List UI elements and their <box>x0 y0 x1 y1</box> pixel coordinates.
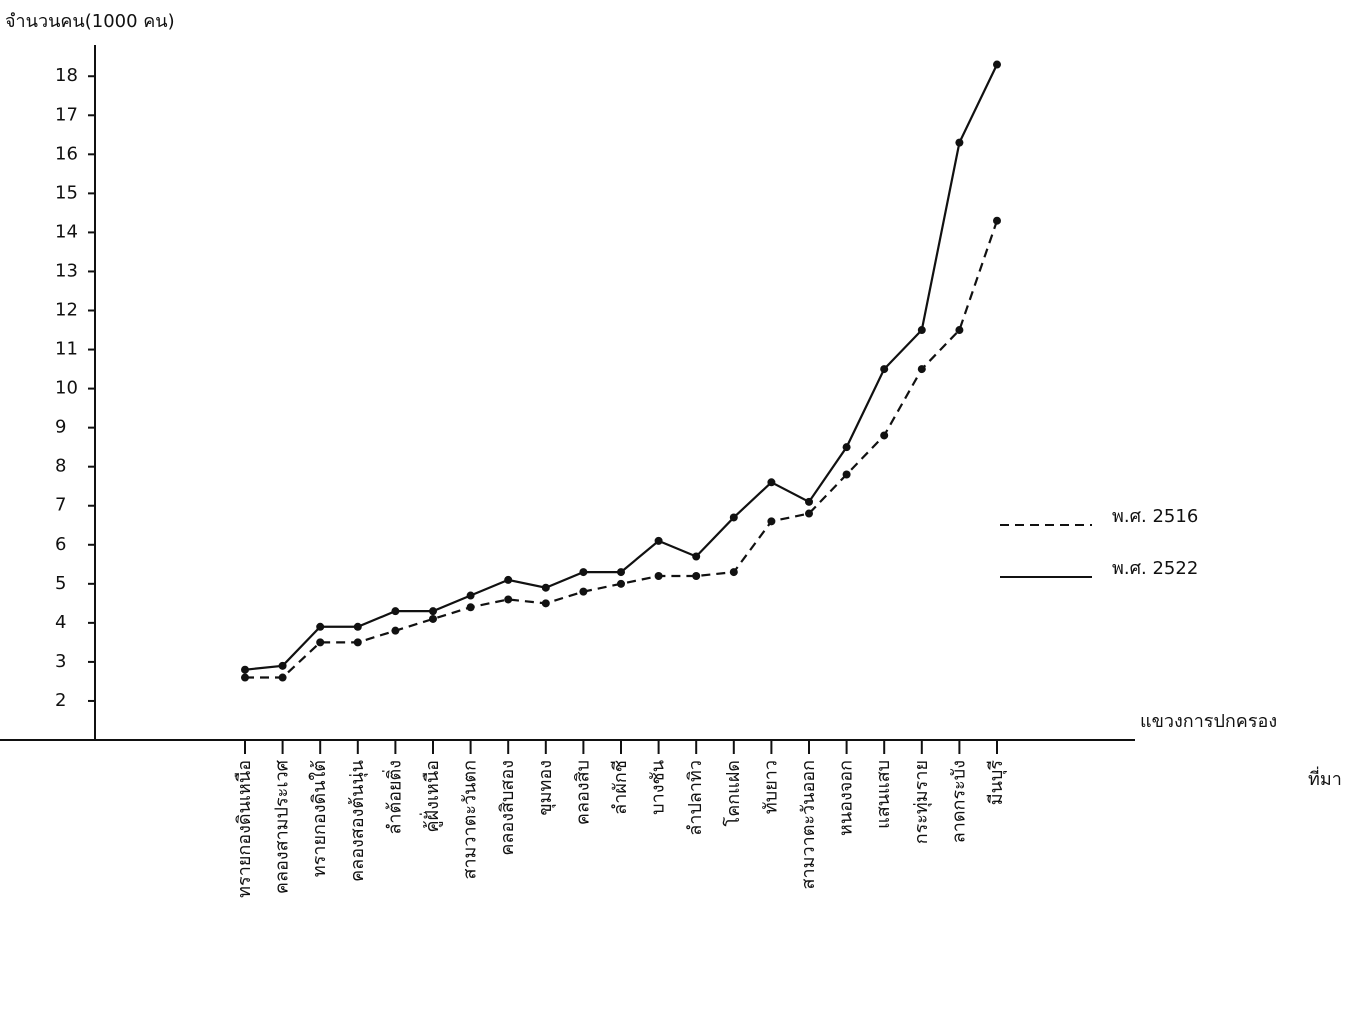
point <box>391 607 400 616</box>
y-tick-label: 13 <box>55 260 78 281</box>
annotation: ที่มา <box>1308 766 1342 790</box>
point <box>579 587 588 596</box>
point <box>654 572 663 581</box>
point <box>880 365 889 374</box>
point <box>767 517 776 526</box>
x-tick-label: ลำปลาทิว <box>685 760 706 836</box>
point <box>993 60 1001 69</box>
point <box>729 568 738 577</box>
y-tick-label: 4 <box>55 612 66 633</box>
point <box>504 595 513 604</box>
point <box>504 575 513 584</box>
point <box>278 661 287 670</box>
point <box>692 572 701 581</box>
point <box>429 614 437 623</box>
point <box>917 326 926 335</box>
point <box>955 138 964 147</box>
x-tick-label: คู้ฝั่งเหนือ <box>419 760 443 833</box>
legend-label: พ.ศ. 2522 <box>1112 558 1198 579</box>
x-tick-label: สามวาตะวันออก <box>798 760 819 889</box>
x-tick-label: โคกแฝด <box>722 760 744 826</box>
point <box>617 579 625 588</box>
x-tick-label: ลำต้อยติ่ง <box>381 760 405 835</box>
y-tick-label: 11 <box>55 339 78 360</box>
y-tick-label: 7 <box>55 495 66 516</box>
x-tick-label: ทรายกองดินเหนือ <box>234 760 255 898</box>
point <box>278 673 287 682</box>
x-tick-label: คลองสิบ <box>572 760 593 825</box>
x-tick-label: กระทุ่มราย <box>911 760 932 844</box>
y-tick-label: 8 <box>55 456 66 477</box>
x-tick-label: หนองจอก <box>836 760 857 836</box>
point <box>917 365 926 374</box>
point <box>316 622 325 631</box>
point <box>353 622 362 631</box>
point <box>654 536 663 545</box>
x-tick-label: สามวาตะวันตก <box>460 760 481 880</box>
point <box>429 607 437 616</box>
point <box>842 470 851 479</box>
y-tick-label: 18 <box>55 65 78 86</box>
y-tick-label: 17 <box>55 104 78 125</box>
point <box>353 638 362 647</box>
x-tick-label: คลองสิบสอง <box>497 760 518 856</box>
point <box>541 599 550 608</box>
x-axis-title: แขวงการปกครอง <box>1140 711 1277 732</box>
y-tick-label: 2 <box>55 690 66 711</box>
y-tick-label: 3 <box>55 651 66 672</box>
y-tick-label: 14 <box>55 221 78 242</box>
x-tick-label: คลองสามประเวศ <box>272 759 293 894</box>
legend-label: พ.ศ. 2516 <box>1112 506 1198 527</box>
point <box>805 509 813 518</box>
x-tick-label: ขุมทอง <box>535 760 556 816</box>
point <box>466 603 475 612</box>
y-tick-label: 6 <box>55 534 66 555</box>
y-tick-label: 5 <box>55 573 66 594</box>
point <box>692 552 701 561</box>
point <box>993 216 1001 225</box>
x-tick-label: คลองสองต้นนุ่น <box>347 760 368 882</box>
point <box>767 478 776 487</box>
point <box>955 326 964 335</box>
point <box>729 513 738 522</box>
y-tick-label: 10 <box>55 378 78 399</box>
series-line <box>245 220 999 679</box>
x-tick-label: มีนบุรี <box>986 760 1007 806</box>
y-tick-label: 15 <box>55 182 78 203</box>
y-tick-label: 16 <box>55 143 78 164</box>
x-tick-label: ลาดกระบัง <box>948 760 969 843</box>
point <box>241 665 249 674</box>
point <box>842 443 851 452</box>
x-tick-label: บางชัน <box>648 760 669 815</box>
point <box>617 568 625 577</box>
point <box>466 591 475 600</box>
point <box>579 568 588 577</box>
y-tick-label: 12 <box>55 300 78 321</box>
y-tick-label: 9 <box>55 417 66 438</box>
y-axis-title: จำนวนคน(1000 คน) <box>5 11 175 32</box>
point <box>391 626 400 635</box>
x-tick-label: แสนแสบ <box>873 760 894 829</box>
point <box>316 638 325 647</box>
point <box>541 583 550 592</box>
point <box>805 497 813 506</box>
x-tick-label: ลำผักชี <box>610 760 631 815</box>
x-tick-label: ทับยาว <box>760 760 781 814</box>
point <box>880 431 889 440</box>
x-tick-label: ทรายกองดินใต้ <box>308 760 330 877</box>
point <box>241 673 249 682</box>
